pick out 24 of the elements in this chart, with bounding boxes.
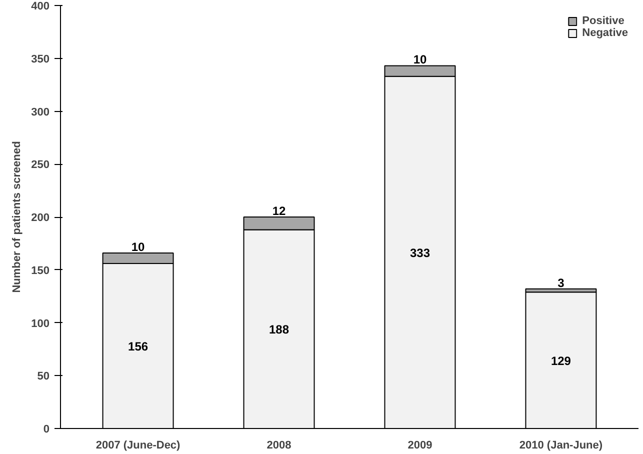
legend-label: Negative [582,27,628,39]
y-tick-label: 400 [31,0,50,12]
y-tick-label: 100 [31,318,50,330]
y-tick-label: 350 [31,53,50,66]
x-tick-label: 2008 [266,440,292,452]
x-tick-label: 2007 (June-Dec) [96,440,181,452]
y-tick-label: 50 [37,370,50,383]
data-label: 129 [550,354,572,368]
data-label: 10 [131,240,146,254]
data-label: 188 [269,322,290,337]
x-tick-label: 2010 (Jan-June) [519,440,603,452]
data-label: 333 [410,246,430,260]
data-label: 10 [413,52,427,67]
y-tick-label: 0 [43,424,50,436]
data-label: 12 [272,204,286,218]
y-tick-label: 150 [31,264,50,277]
y-tick-label: 250 [31,159,50,172]
y-tick-label: 200 [31,212,50,224]
x-tick-label: 2009 [408,440,432,452]
data-label: 3 [558,276,565,290]
legend-label: Positive [582,15,624,27]
y-axis-title: Number of patients screened [11,141,24,293]
data-label: 156 [128,340,148,354]
y-tick-label: 300 [31,106,50,118]
